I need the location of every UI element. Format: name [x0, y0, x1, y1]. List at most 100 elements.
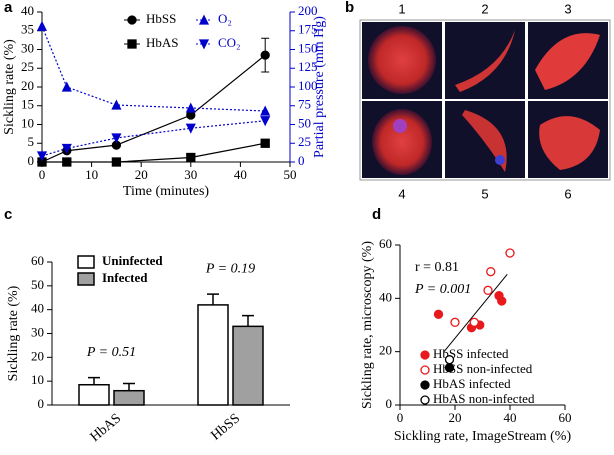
y-tick-label: 5 [28, 134, 35, 149]
bar [113, 389, 145, 406]
axis-title: Sickling rate (%) [2, 39, 17, 135]
y-tick-label: 0 [28, 153, 35, 168]
axis-title: Sickling rate, microscopy (%) [360, 241, 375, 409]
annotation: P = 0.19 [205, 261, 255, 276]
marker [497, 296, 507, 306]
y-tick-label: 0 [386, 396, 393, 411]
panel-label: c [4, 206, 12, 223]
bar [232, 325, 264, 406]
marker [62, 157, 72, 167]
axis-title: Sickling rate (%) [6, 285, 21, 381]
annotation: P = 0.51 [86, 345, 136, 360]
y-tick-label: 75 [298, 97, 311, 112]
series-line [41, 120, 266, 157]
x-tick-label: HbSS [208, 411, 243, 444]
cell-label: 1 [398, 1, 405, 16]
cell-image [462, 110, 507, 172]
legend-swatch [77, 272, 95, 286]
cell-label: 2 [481, 1, 488, 16]
y-tick-label: 60 [379, 236, 392, 251]
bar [78, 383, 110, 406]
x-tick-label: 10 [85, 167, 98, 182]
y-tick-label: 25 [21, 59, 34, 74]
marker [260, 116, 271, 127]
y-tick-label: 10 [21, 115, 34, 130]
x-tick-label: 0 [397, 410, 404, 425]
y-tick-label: 20 [31, 348, 44, 363]
marker [111, 133, 122, 144]
marker [420, 365, 430, 375]
marker [61, 81, 72, 92]
legend-swatch [77, 255, 95, 269]
annotation: P = 0.001 [414, 282, 471, 297]
panel-label: d [372, 206, 381, 223]
legend-label: Uninfected [102, 253, 163, 268]
marker [185, 102, 196, 113]
marker [433, 309, 444, 319]
y-tick-label: 150 [298, 40, 318, 55]
y-tick-label: 30 [21, 40, 34, 55]
legend-label: HbSS infected [433, 346, 509, 361]
error-bar [242, 314, 254, 327]
series-line [42, 142, 266, 163]
cell-label: 3 [564, 1, 571, 16]
marker [420, 350, 430, 360]
marker [420, 380, 430, 390]
marker [260, 138, 270, 148]
marker [186, 152, 196, 163]
y-tick-label: 15 [21, 97, 34, 112]
fit-line [443, 274, 508, 352]
marker [111, 157, 122, 167]
y-tick-label: 50 [298, 115, 311, 130]
y-tick-label: 40 [21, 3, 34, 18]
y-tick-label: 40 [379, 289, 392, 304]
marker [483, 285, 493, 295]
cell-image [539, 116, 600, 170]
legend-label: CO₂ [218, 35, 241, 50]
y-tick-label: 60 [31, 253, 44, 268]
x-tick-label: 40 [504, 410, 517, 425]
y-tick-label: 175 [298, 22, 318, 37]
cell-label: 4 [398, 186, 405, 201]
legend-label: HbAS [146, 35, 179, 50]
x-axis-title: Sickling rate, ImageStream (%) [394, 429, 572, 444]
panel-label: b [345, 0, 354, 16]
marker [486, 267, 496, 277]
x-tick-label: 20 [449, 410, 462, 425]
error-bar [207, 293, 219, 305]
y-tick-label: 0 [298, 153, 305, 168]
y-tick-label: 50 [31, 277, 44, 292]
x-tick-label: 0 [39, 167, 46, 182]
marker [36, 20, 48, 31]
marker [469, 317, 479, 327]
marker [505, 248, 515, 258]
marker [36, 151, 48, 162]
x-tick-label: 20 [135, 167, 148, 182]
y-tick-label: 25 [298, 134, 311, 149]
legend-label: HbAS non-infected [433, 391, 535, 406]
series-line [41, 26, 266, 112]
error-bar [88, 376, 100, 385]
legend-label: HbAS infected [433, 376, 511, 391]
y-tick-label: 30 [31, 324, 44, 339]
y-tick-label: 125 [298, 59, 318, 74]
y-tick-label: 10 [31, 372, 44, 387]
marker [260, 50, 270, 60]
series-line [41, 54, 266, 163]
marker [111, 99, 122, 110]
marker [450, 317, 460, 327]
legend-label: O₂ [218, 11, 232, 26]
x-tick-label: 60 [559, 410, 572, 425]
cell-image [368, 26, 436, 94]
cell-label: 6 [564, 186, 571, 201]
legend-label: HbSS non-infected [433, 361, 533, 376]
error-bar [123, 382, 135, 391]
marker [198, 39, 210, 50]
cell-image [535, 33, 600, 90]
x-tick-label: 40 [234, 167, 247, 182]
y-tick-label: 200 [298, 3, 318, 18]
x-axis-title: Time (minutes) [123, 184, 210, 199]
panel-label: a [4, 0, 13, 16]
legend-label: HbSS [146, 11, 176, 26]
